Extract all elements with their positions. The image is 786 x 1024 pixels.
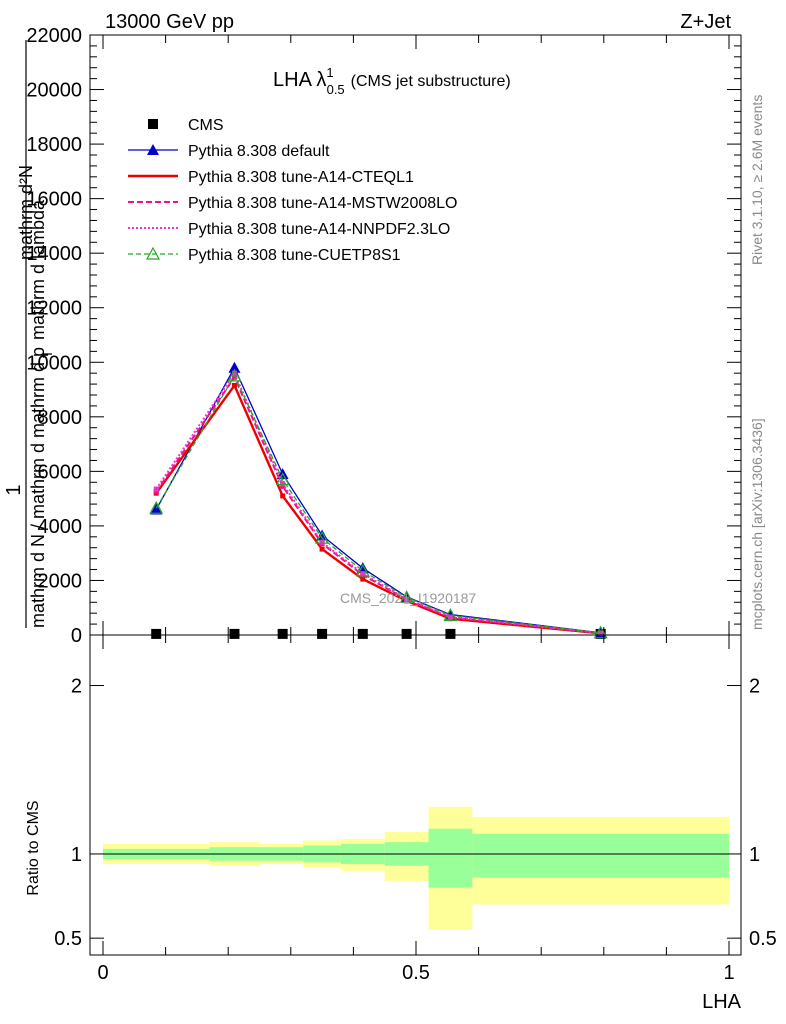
series-0-point — [445, 628, 456, 639]
legend-entry-2-label: Pythia 8.308 tune-A14-CTEQL1 — [188, 169, 414, 186]
series-1-point — [228, 361, 241, 373]
series-1-line — [155, 366, 601, 634]
series-4-point — [598, 630, 604, 636]
main-y-tick-label: 6000 — [38, 461, 83, 483]
series-0-point — [317, 628, 328, 639]
series-4-point — [231, 370, 237, 376]
legend-entry-0-marker — [148, 119, 158, 129]
ratio-y-tick-label: 2 — [71, 676, 82, 698]
ratio-x-tick-label: 0 — [97, 962, 108, 984]
ratio-x-axis: 0 0.5 1 — [97, 635, 735, 984]
rivet-label: Rivet 3.1.10, ≥ 2.6M events — [749, 95, 765, 265]
main-y-tick-label: 20000 — [26, 80, 82, 102]
main-y-tick-label: 0 — [71, 625, 82, 647]
series-2-point — [319, 546, 325, 552]
ylabel-den-1: mathrm d N / mathrm d mathrm d p — [28, 347, 48, 628]
series-4-point — [447, 614, 453, 620]
header-right-label: Z+Jet — [680, 11, 731, 33]
main-y-tick-label: 12000 — [26, 298, 82, 320]
series-4-point — [360, 571, 366, 577]
series-4-point — [280, 481, 286, 487]
series-2-point — [360, 576, 366, 582]
ratio-bands — [103, 806, 729, 930]
main-y-tick-label: 2000 — [38, 570, 83, 592]
legend-entry-4-label: Pythia 8.308 tune-A14-NNPDF2.3LO — [188, 221, 450, 238]
series-0-point — [151, 628, 162, 639]
ratio-stat-band — [472, 833, 729, 878]
ratio-y-label: Ratio to CMS — [25, 800, 42, 895]
ylabel-den-2: mathrm d lambda — [28, 199, 48, 340]
main-series-group — [149, 361, 608, 639]
ratio-stat-band — [428, 828, 473, 888]
ratio-y-tick-label-right: 0.5 — [749, 928, 777, 950]
series-5-point — [275, 472, 290, 486]
ratio-plot-frame — [89, 634, 742, 956]
series-4-point — [404, 596, 410, 602]
ratio-x-tick-label: 1 — [723, 962, 734, 984]
title-suffix: (CMS jet substructure) — [351, 73, 511, 90]
ratio-y-tick-label-right: 1 — [749, 844, 760, 866]
main-x-axis — [102, 35, 730, 635]
legend-entry-3-label: Pythia 8.308 tune-A14-MSTW2008LO — [188, 195, 457, 212]
header-left-label: 13000 GeV pp — [105, 11, 234, 33]
legend-entry-5-label: Pythia 8.308 tune-CUETP8S1 — [188, 247, 401, 264]
ratio-x-tick-label: 0.5 — [402, 962, 430, 984]
legend-entry-1-label: Pythia 8.308 default — [188, 143, 330, 160]
series-3-point — [153, 489, 159, 495]
series-5-point — [149, 500, 164, 514]
x-axis-label: LHA — [702, 991, 742, 1013]
ratio-y-tick-label: 1 — [71, 844, 82, 866]
main-y-tick-label: 4000 — [38, 516, 83, 538]
ratio-y-tick-label: 0.5 — [54, 928, 82, 950]
ratio-y-axis: 0.5 0.5 1 1 2 2 — [54, 676, 777, 951]
series-5-point — [399, 590, 414, 603]
plot-title: LHA λ1 0.5 (CMS jet substructure) — [273, 65, 511, 97]
series-4-point — [153, 486, 159, 492]
series-0-point — [229, 628, 240, 639]
series-1-point — [150, 503, 163, 515]
series-0-point — [401, 628, 412, 639]
legend-entry-0-label: CMS — [188, 117, 224, 134]
main-y-tick-label: 16000 — [26, 189, 82, 211]
ylabel-den-sub: T — [40, 350, 55, 358]
series-4-point — [319, 539, 325, 545]
series-5-point — [315, 530, 330, 544]
main-y-tick-label: 18000 — [26, 134, 82, 156]
mcplots-label: mcplots.cern.ch [arXiv:1306.3436] — [749, 418, 765, 630]
series-5-line — [155, 374, 601, 634]
main-y-tick-label: 14000 — [26, 243, 82, 265]
main-y-tick-label: 10000 — [26, 352, 82, 374]
main-y-axis: 0 2000 4000 6000 8000 10000 12000 14000 16000 180… — [26, 25, 741, 647]
series-3-point — [280, 483, 286, 489]
series-4-line — [155, 371, 601, 635]
series-2-line — [155, 383, 601, 635]
title-sup: 1 — [326, 65, 333, 80]
legend-entry-1-marker — [147, 144, 159, 155]
analysis-watermark: CMS_2021_I1920187 — [340, 590, 476, 606]
series-5-point — [227, 368, 242, 382]
series-2-point — [231, 382, 237, 388]
ylabel-num: 1 — [3, 484, 25, 495]
series-0-point — [277, 628, 288, 639]
main-y-tick-label: 8000 — [38, 407, 83, 429]
legend: CMS Pythia 8.308 default Pythia 8.308 tune… — [128, 117, 457, 264]
series-5-point — [593, 625, 608, 639]
title-main: LHA λ — [273, 69, 326, 91]
series-5-point — [355, 563, 370, 577]
main-y-tick-label: 22000 — [26, 25, 82, 47]
series-5-point — [443, 608, 458, 621]
ratio-y-tick-label-right: 2 — [749, 676, 760, 698]
series-0-point — [357, 628, 368, 639]
title-sub: 0.5 — [327, 82, 345, 97]
series-2-point — [280, 493, 286, 499]
legend-entry-5-marker — [145, 246, 161, 260]
main-y-label: mathrm d²N 1 mathrm d N / mathrm d mathr… — [3, 40, 55, 628]
